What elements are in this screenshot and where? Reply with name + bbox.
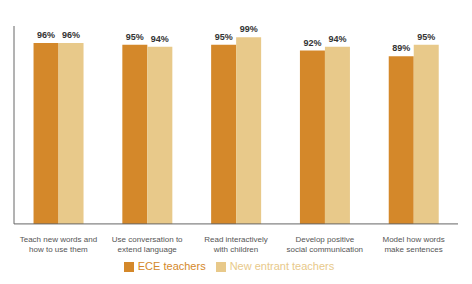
svg-text:92%: 92%: [303, 38, 321, 48]
svg-text:Read interactivelywith childre: Read interactivelywith children: [204, 235, 268, 254]
html-text:New entrant teachers: New entrant teachers: [229, 259, 335, 272]
svg-text:94%: 94%: [151, 34, 169, 44]
svg-text:96%: 96%: [62, 30, 80, 40]
html-text:ECE teachers: ECE teachers: [137, 259, 206, 272]
svg-text:Use conversation toextend lang: Use conversation toextend language: [112, 235, 183, 254]
svg-text:96%: 96%: [37, 30, 55, 40]
svg-text:Develop positivesocial communi: Develop positivesocial communication: [287, 235, 363, 254]
svg-text:94%: 94%: [328, 34, 346, 44]
svg-text:95%: 95%: [126, 32, 144, 42]
svg-text:95%: 95%: [417, 32, 435, 42]
svg-text:Model how wordsmake sentences: Model how wordsmake sentences: [382, 235, 444, 254]
svg-text:Teach new words andhow to use: Teach new words andhow to use them: [20, 235, 97, 254]
svg-text:95%: 95%: [215, 32, 233, 42]
svg-text:99%: 99%: [240, 24, 258, 34]
svg-text:89%: 89%: [392, 43, 410, 53]
